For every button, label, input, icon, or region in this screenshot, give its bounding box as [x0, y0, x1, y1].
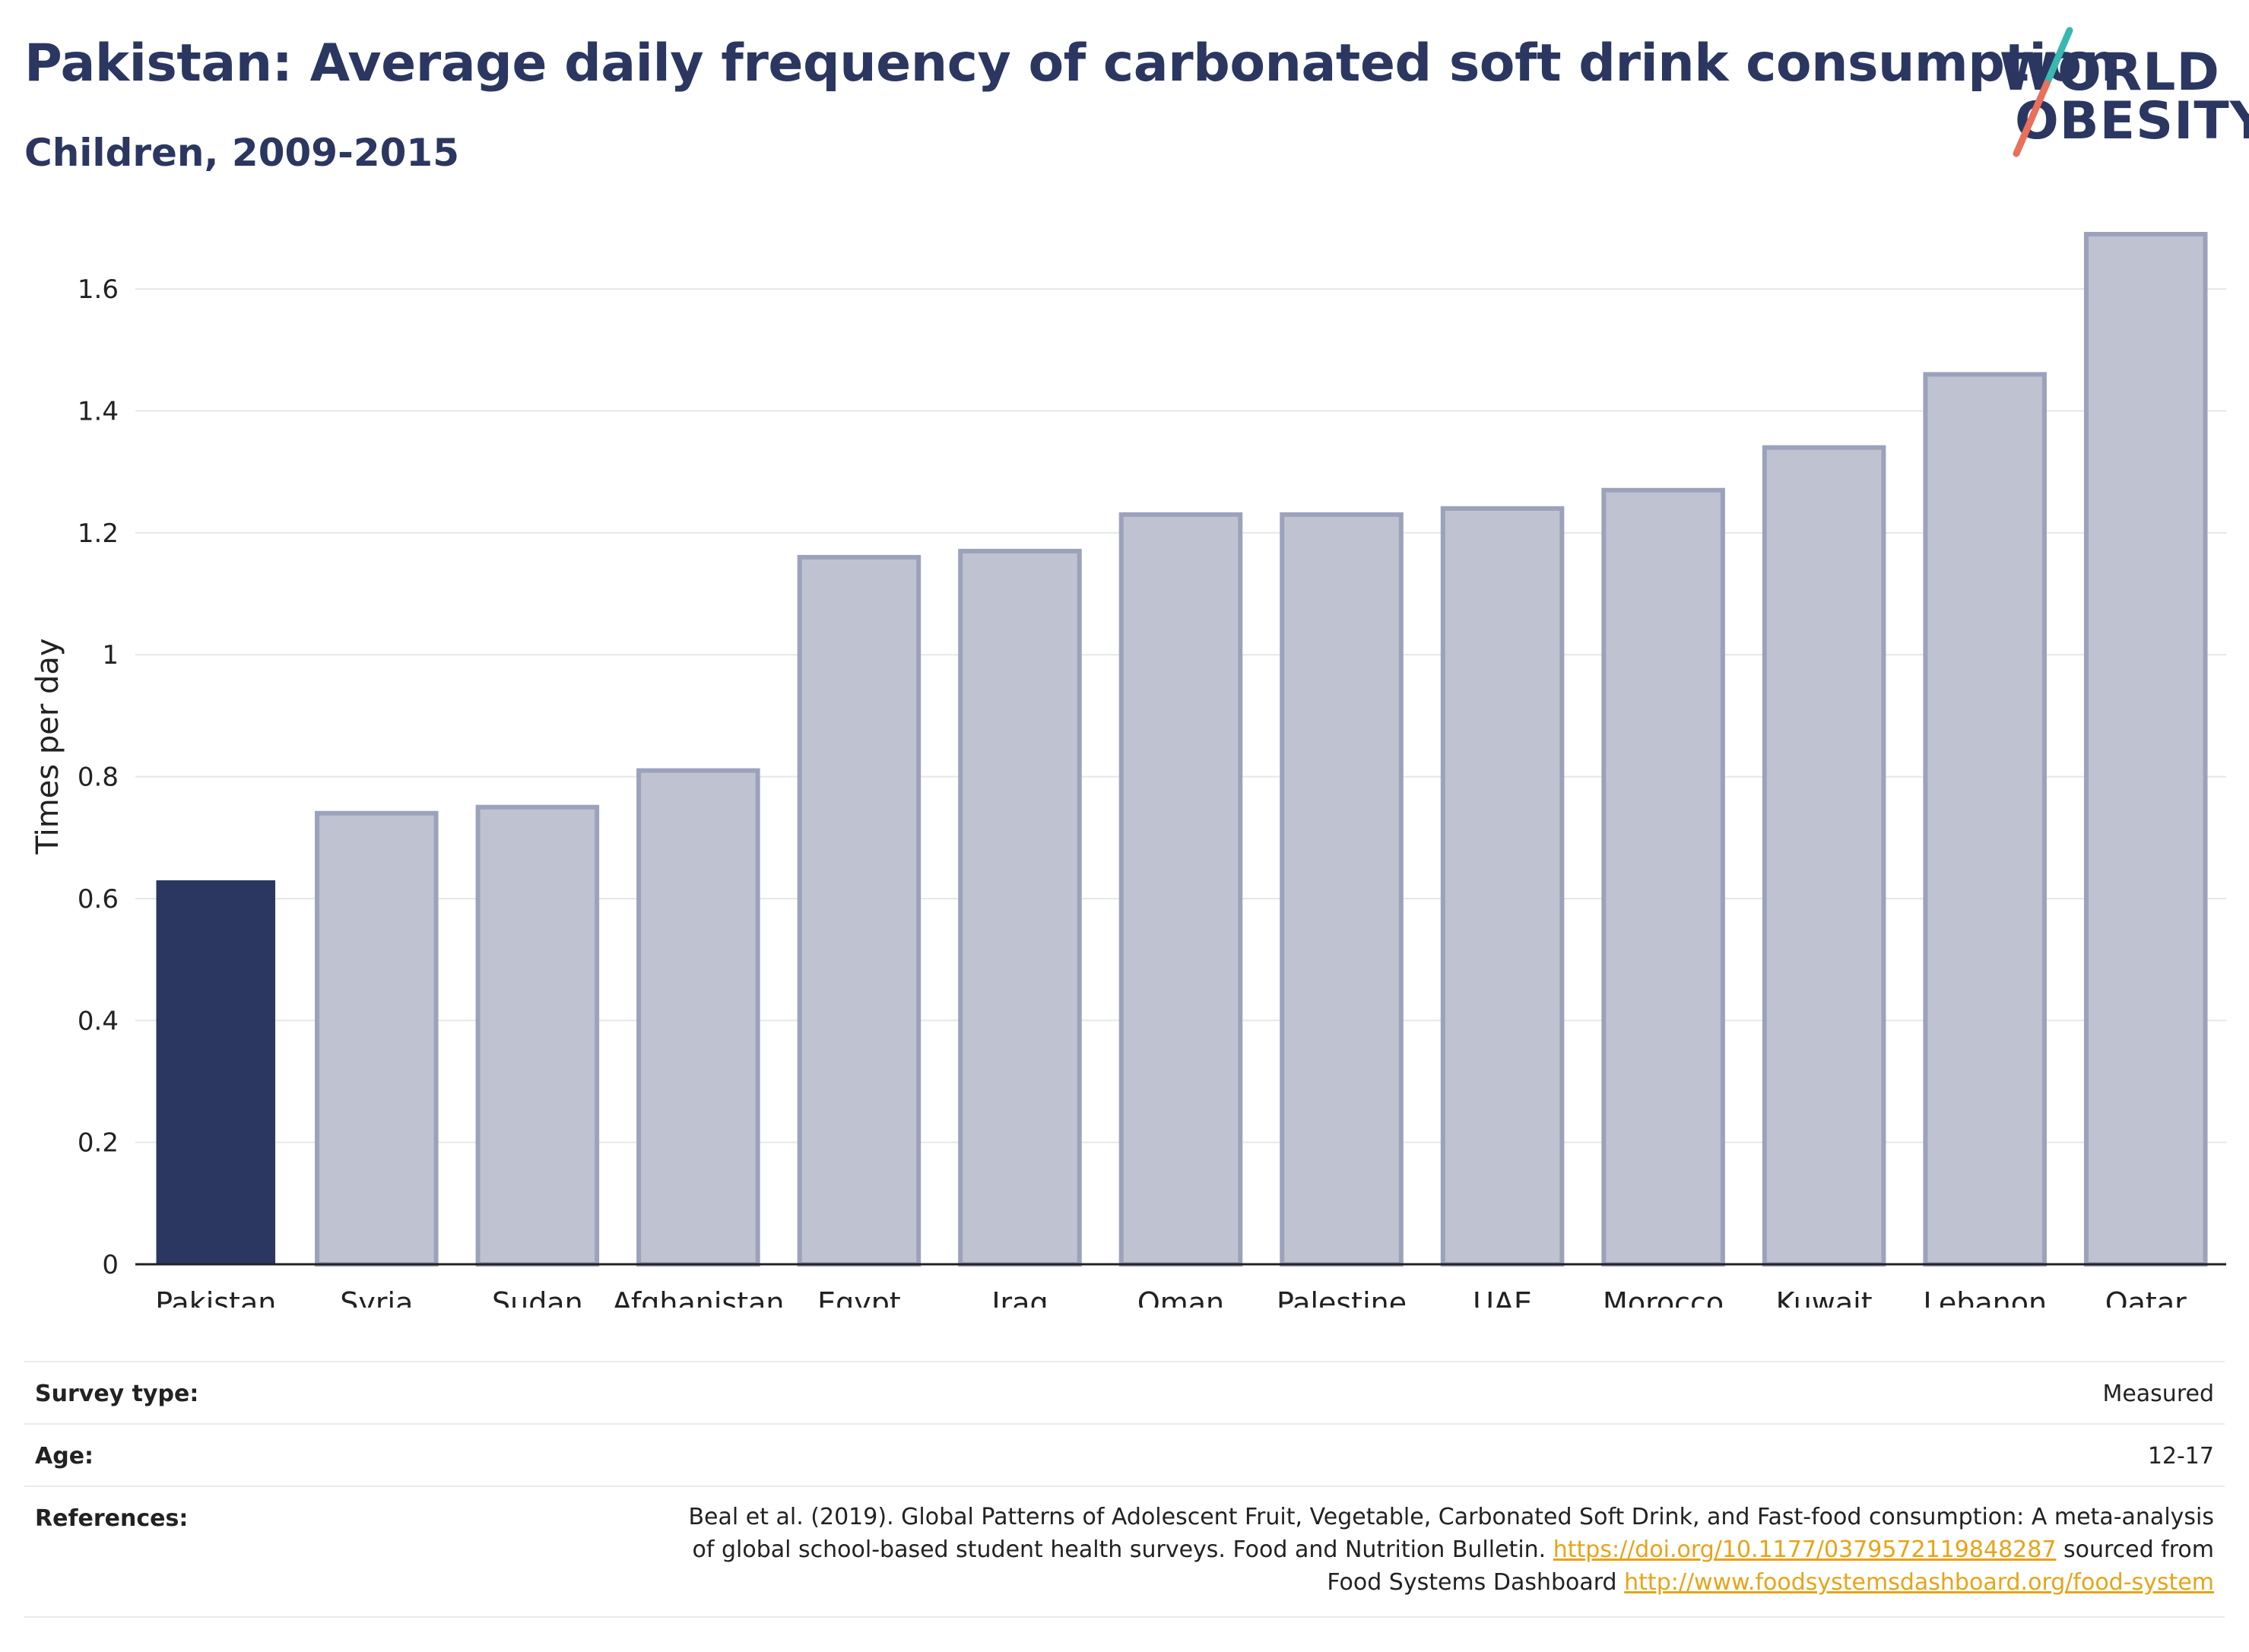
chart-subtitle: Children, 2009-2015: [24, 131, 459, 175]
y-tick-label: 1: [102, 640, 119, 671]
x-tick-label: Qatar: [2105, 1286, 2187, 1308]
age-label: Age:: [35, 1443, 94, 1470]
references-label: References:: [35, 1505, 189, 1532]
ref-text-2: of global school-based student health su…: [692, 1536, 1546, 1563]
x-tick-label: Sudan: [492, 1286, 583, 1308]
bar-syria: [315, 810, 439, 1267]
world-obesity-logo: WORLD OBESITY: [1984, 23, 2249, 167]
logo-line-2: OBESITY: [2015, 91, 2249, 151]
bar-afghanistan: [636, 768, 760, 1267]
info-row-references: References: Beal et al. (2019). Global P…: [24, 1486, 2225, 1618]
ref-text-4: Food Systems Dashboard: [1327, 1569, 1617, 1596]
y-tick-label: 0.2: [78, 1128, 119, 1159]
ref-text-1: Beal et al. (2019). Global Patterns of A…: [688, 1504, 2214, 1530]
x-tick-label: Oman: [1137, 1286, 1224, 1308]
bar-iraq: [958, 548, 1082, 1267]
info-row-survey-type: Survey type: Measured: [24, 1361, 2225, 1425]
y-axis-label: Times per day: [30, 638, 65, 855]
info-row-age: Age: 12-17: [24, 1423, 2225, 1487]
logo-line-1: WORLD: [2000, 43, 2220, 103]
bar-kuwait: [1762, 445, 1886, 1267]
x-tick-label: Afghanistan: [612, 1286, 784, 1308]
bar-chart: 0 0.2 0.4 0.6 0.8 1 1.2 1.4 1.6 Pakistan Syria Suda…: [30, 232, 2226, 1308]
x-tick-label: Egypt: [817, 1286, 901, 1308]
age-value: 12-17: [2147, 1443, 2214, 1470]
y-tick-label: 0.4: [78, 1006, 119, 1036]
references-text: Beal et al. (2019). Global Patterns of A…: [541, 1501, 2214, 1599]
y-tick-label: 0.6: [78, 884, 119, 915]
x-tick-label: Kuwait: [1776, 1286, 1873, 1308]
y-tick-label: 0: [102, 1250, 119, 1280]
y-tick-label: 1.4: [78, 397, 119, 427]
bar-lebanon: [1923, 372, 2047, 1267]
y-tick-label: 1.2: [78, 518, 119, 549]
bar-palestine: [1280, 512, 1404, 1267]
bar-uae: [1440, 506, 1565, 1267]
bar-pakistan: [156, 880, 276, 1264]
bar-morocco: [1601, 487, 1725, 1267]
survey-type-label: Survey type:: [35, 1381, 199, 1407]
x-tick-label: Pakistan: [155, 1286, 276, 1308]
food-systems-link[interactable]: http://www.foodsystemsdashboard.org/food…: [1624, 1569, 2214, 1596]
bar-qatar: [2083, 232, 2208, 1267]
doi-link[interactable]: https://doi.org/10.1177/0379572119848287: [1553, 1536, 2057, 1563]
x-tick-label: Iraq: [991, 1286, 1048, 1308]
bar-sudan: [475, 804, 600, 1267]
bar-oman: [1118, 512, 1243, 1267]
y-tick-label: 0.8: [78, 763, 119, 793]
chart-title: Pakistan: Average daily frequency of car…: [24, 33, 2118, 94]
y-tick-label: 1.6: [78, 274, 119, 305]
x-tick-label: Morocco: [1603, 1286, 1724, 1308]
x-tick-label: Palestine: [1277, 1286, 1407, 1308]
logo-slash-icon: [2013, 27, 2073, 157]
bar-egypt: [797, 554, 921, 1267]
survey-type-value: Measured: [2102, 1381, 2214, 1407]
ref-text-3: sourced from: [2063, 1536, 2214, 1563]
x-tick-label: UAE: [1473, 1286, 1532, 1308]
x-tick-label: Lebanon: [1923, 1286, 2047, 1308]
x-tick-label: Syria: [340, 1286, 413, 1308]
